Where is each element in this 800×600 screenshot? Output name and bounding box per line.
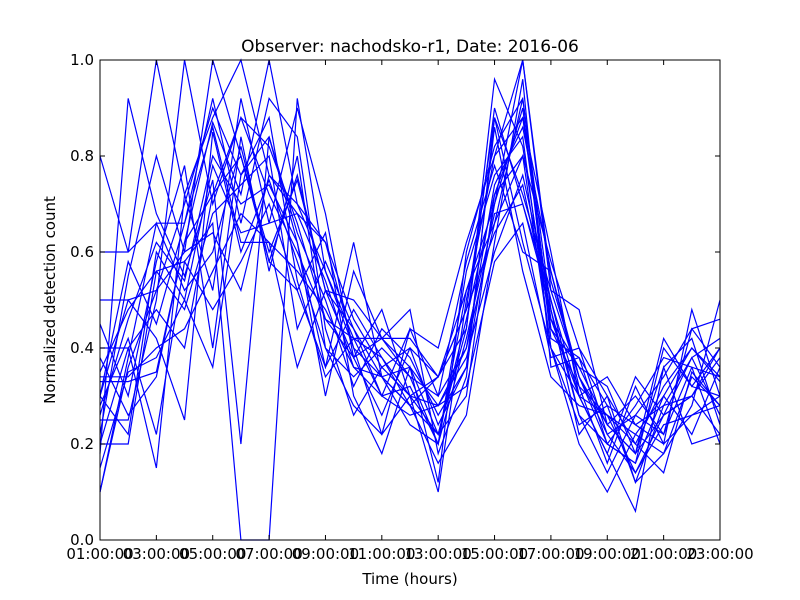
plot-frame (99, 59, 721, 541)
y-axis-label: Normalized detection count (41, 196, 59, 404)
x-tick-label: 11:00:00 (348, 545, 415, 563)
y-tick-label: 1.0 (70, 51, 94, 69)
x-tick-label: 23:00:00 (686, 545, 753, 563)
chart-title: Observer: nachodsko-r1, Date: 2016-06 (241, 37, 579, 57)
x-tick-label: 17:00:00 (517, 545, 584, 563)
y-tick-label: 0.8 (70, 147, 94, 165)
y-tick-label: 0.6 (70, 243, 94, 261)
series-line-10 (99, 59, 721, 469)
y-tick-label: 0.4 (70, 339, 94, 357)
series-line-16 (100, 153, 721, 485)
y-tick-label: 0.2 (70, 435, 94, 453)
x-tick-label: 01:00:00 (66, 545, 133, 563)
series-line-20 (100, 98, 721, 541)
x-tick-label: 21:00:00 (630, 545, 697, 563)
series-line-21 (99, 106, 721, 493)
y-tick-label: 0.0 (70, 531, 94, 549)
series-line-11 (100, 124, 721, 446)
series-line-22 (99, 98, 721, 475)
x-tick-label: 15:00:00 (461, 545, 528, 563)
series-line-6 (99, 125, 721, 465)
x-tick-label: 03:00:00 (123, 545, 190, 563)
y-axis: 0.0 0.2 0.4 0.6 0.8 1.0 (70, 51, 720, 549)
series-line-12 (99, 154, 721, 474)
x-axis: 01:00:0003:00:0005:00:0007:00:0009:00:00… (66, 60, 754, 563)
data-lines (99, 58, 721, 541)
x-tick-label: 19:00:00 (574, 545, 641, 563)
x-tick-label: 09:00:00 (292, 545, 359, 563)
x-tick-label: 13:00:00 (404, 545, 471, 563)
x-axis-label: Time (hours) (361, 570, 457, 588)
x-tick-label: 07:00:00 (235, 545, 302, 563)
x-tick-label: 05:00:00 (179, 545, 246, 563)
series-line-13 (99, 202, 721, 475)
